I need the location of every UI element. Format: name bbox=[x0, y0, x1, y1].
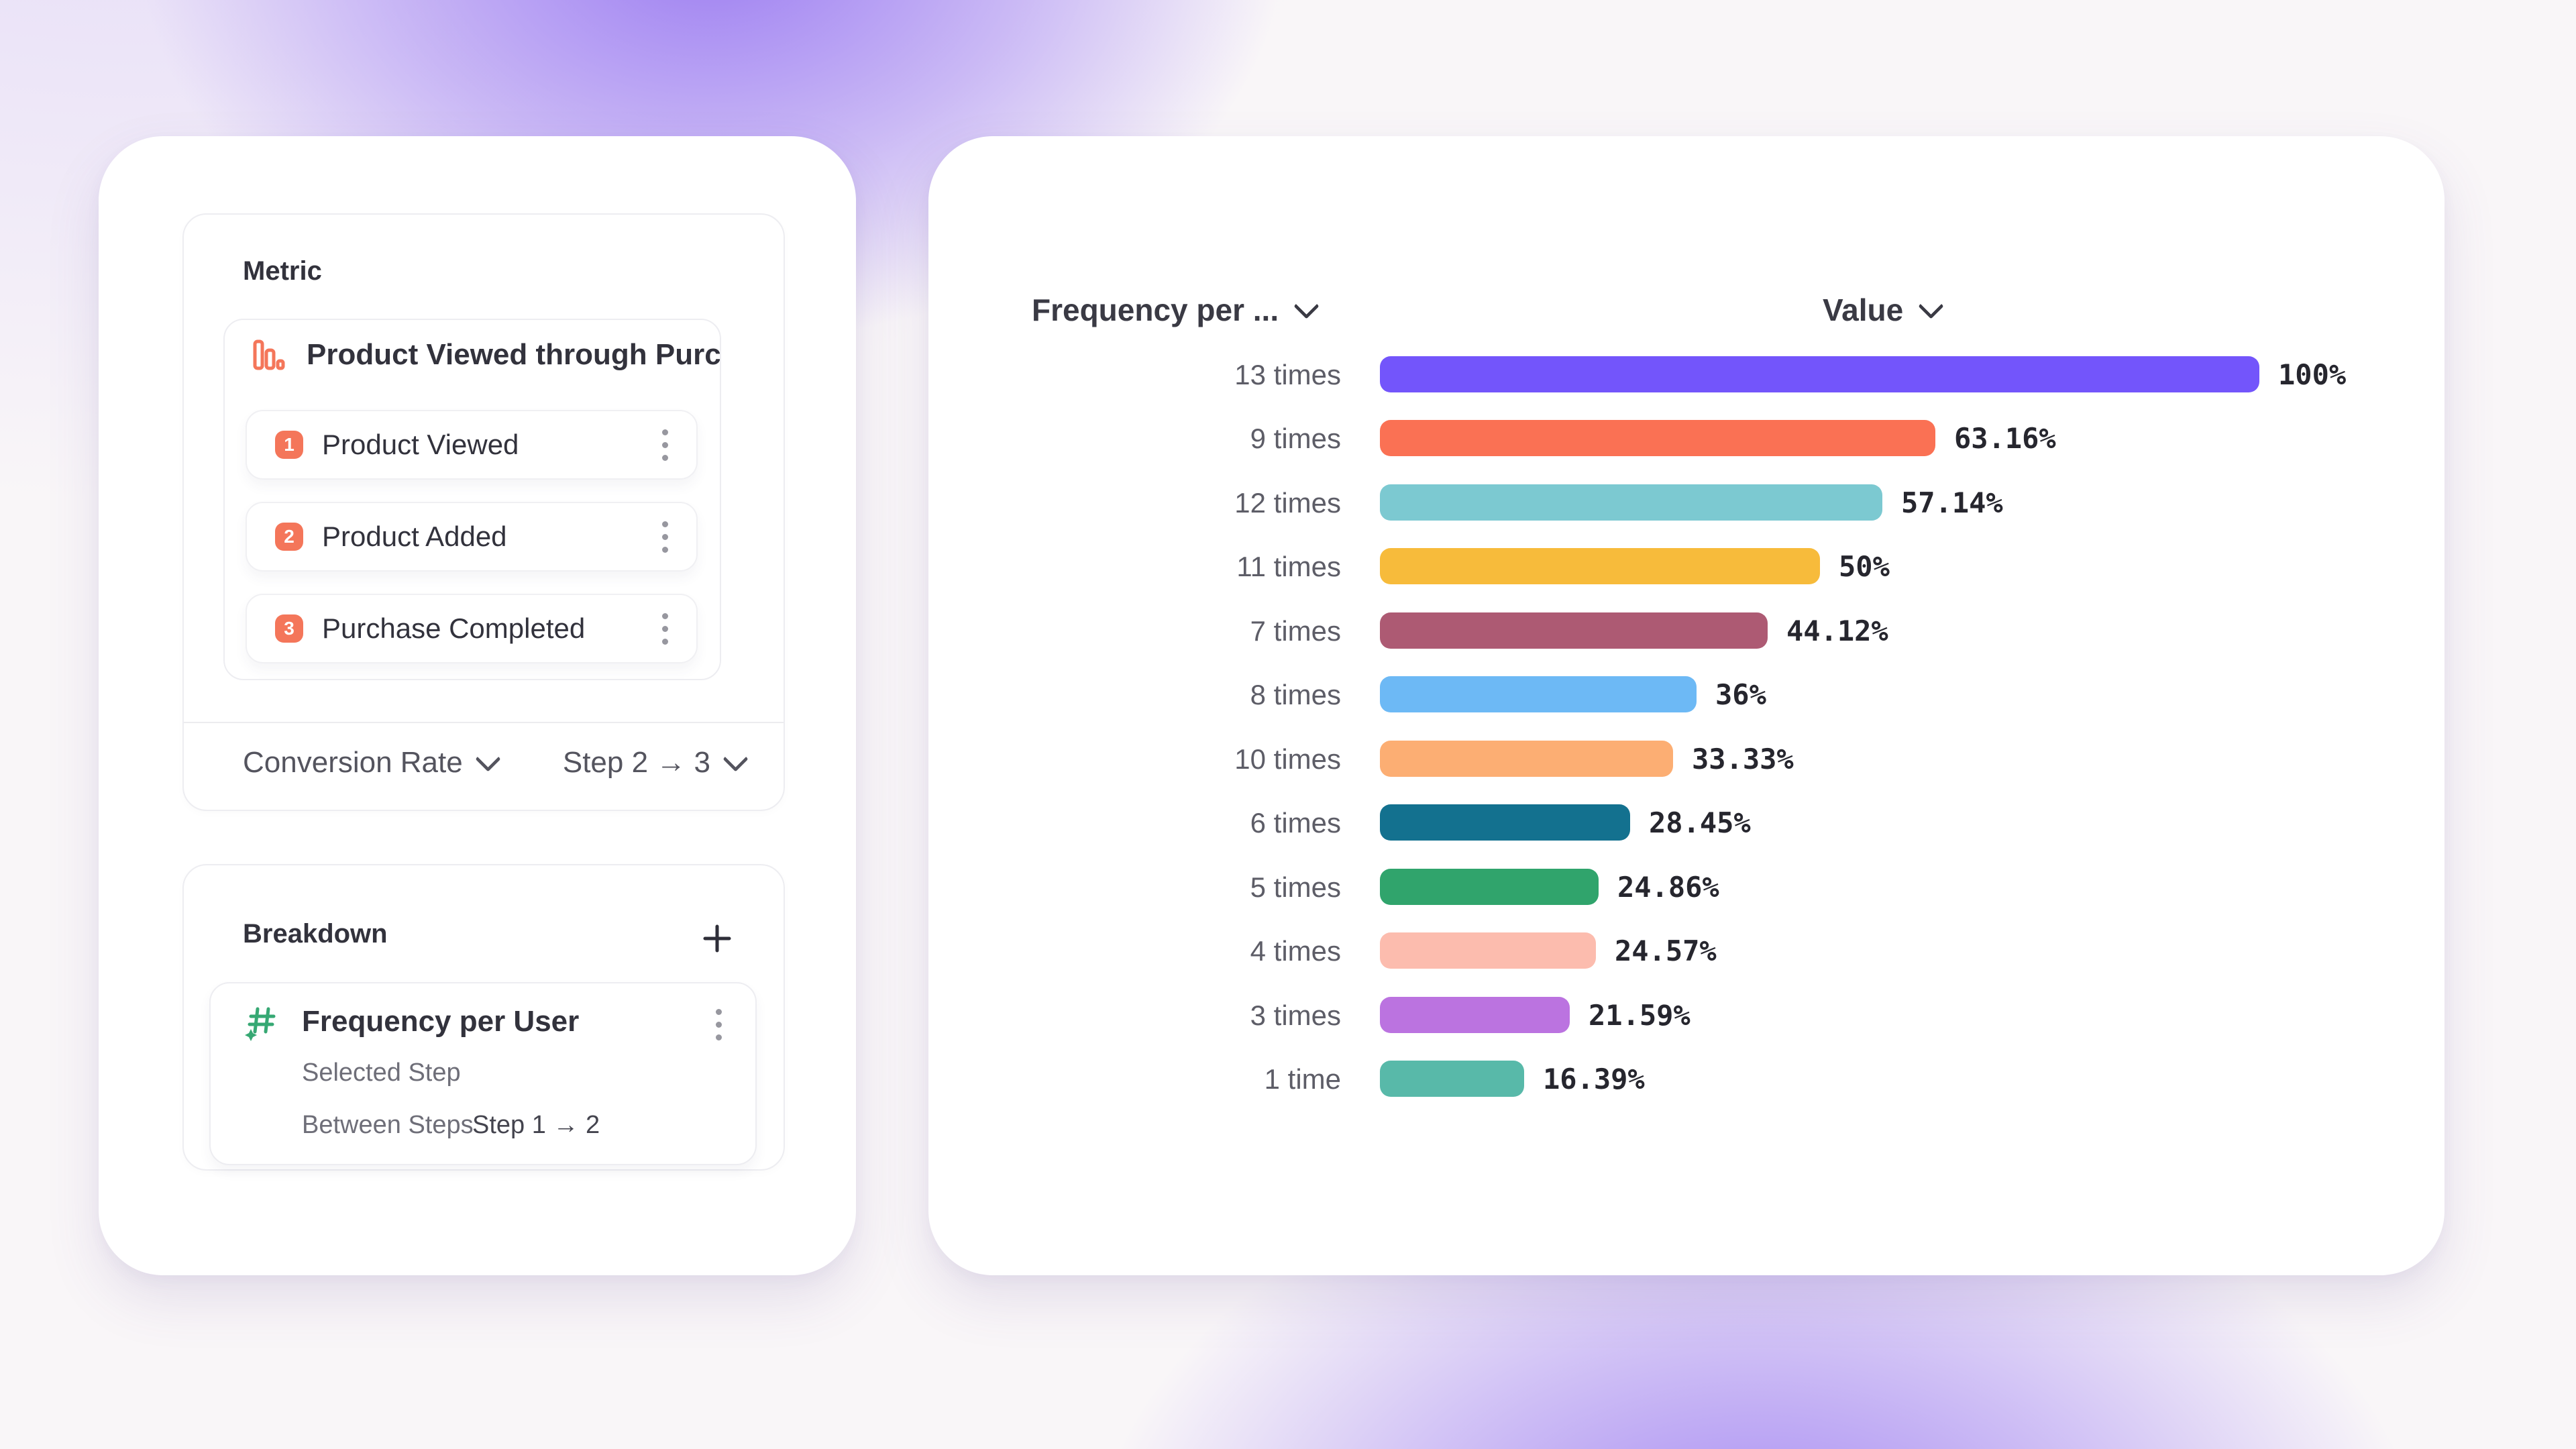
funnel-metric-box: Product Viewed through Purch... 1 Produc… bbox=[223, 319, 721, 680]
query-builder-panel: Metric Product Viewed through Purch... 1… bbox=[99, 136, 856, 1275]
bar[interactable] bbox=[1380, 932, 1596, 969]
funnel-step-row-1[interactable]: 1 Product Viewed bbox=[246, 410, 698, 480]
step-number-badge: 2 bbox=[275, 523, 303, 551]
selected-step-label: Selected Step bbox=[302, 1059, 461, 1087]
bar-category-label: 13 times bbox=[1234, 359, 1341, 390]
bar[interactable] bbox=[1380, 356, 2259, 392]
metric-footer-divider bbox=[184, 722, 784, 723]
bar-category-label: 1 time bbox=[1264, 1063, 1341, 1095]
bar-chart-row: 5 times 24.86% bbox=[928, 869, 2445, 905]
bar-value-label: 50% bbox=[1839, 550, 1890, 583]
bar-value-label: 36% bbox=[1715, 678, 1766, 711]
conversion-rate-dropdown[interactable]: Conversion Rate bbox=[243, 745, 501, 780]
bar-category-label: 9 times bbox=[1250, 423, 1341, 454]
bar[interactable] bbox=[1380, 420, 1935, 456]
bar-category-label: 4 times bbox=[1250, 935, 1341, 967]
value-column-header-dropdown[interactable]: Value bbox=[1823, 292, 1944, 328]
bar-category-label: 12 times bbox=[1234, 487, 1341, 519]
bar-chart-row: 9 times 63.16% bbox=[928, 420, 2445, 456]
chevron-down-icon bbox=[1918, 292, 1944, 319]
bar-value-label: 57.14% bbox=[1901, 486, 2003, 519]
bar-value-label: 21.59% bbox=[1589, 999, 1690, 1032]
metric-section: Metric Product Viewed through Purch... 1… bbox=[182, 213, 785, 811]
bar-value-label: 44.12% bbox=[1786, 614, 1888, 647]
bar[interactable] bbox=[1380, 1061, 1524, 1097]
bar-value-label: 28.45% bbox=[1649, 806, 1751, 839]
bar-value-label: 24.86% bbox=[1617, 871, 1719, 904]
bar-category-label: 6 times bbox=[1250, 807, 1341, 839]
bar-value-label: 33.33% bbox=[1692, 743, 1794, 775]
step-more-menu-icon[interactable] bbox=[658, 425, 672, 465]
step-label: Product Viewed bbox=[322, 429, 519, 460]
step-range-label: Step 2 → 3 bbox=[562, 746, 710, 779]
funnel-step-row-3[interactable]: 3 Purchase Completed bbox=[246, 594, 698, 663]
bar-value-label: 24.57% bbox=[1615, 934, 1717, 967]
plus-icon bbox=[703, 924, 731, 953]
category-column-header-label: Frequency per ... bbox=[1032, 292, 1279, 327]
bar-chart-row: 4 times 24.57% bbox=[928, 932, 2445, 969]
funnel-step-row-2[interactable]: 2 Product Added bbox=[246, 502, 698, 572]
bar-category-label: 11 times bbox=[1236, 551, 1341, 582]
bar[interactable] bbox=[1380, 997, 1570, 1033]
bar-value-label: 63.16% bbox=[1954, 422, 2056, 455]
hash-sparkle-icon bbox=[245, 1007, 276, 1041]
value-column-header-label: Value bbox=[1823, 292, 1904, 327]
breakdown-item-frequency-per-user[interactable]: Frequency per User Selected Step Between… bbox=[209, 982, 757, 1165]
bar-chart-row: 6 times 28.45% bbox=[928, 804, 2445, 841]
bar-category-label: 8 times bbox=[1250, 679, 1341, 710]
bar[interactable] bbox=[1380, 676, 1697, 712]
bar[interactable] bbox=[1380, 741, 1673, 777]
breakdown-item-name: Frequency per User bbox=[302, 1005, 580, 1038]
step-number-badge: 1 bbox=[275, 431, 303, 459]
bar-chart-row: 11 times 50% bbox=[928, 548, 2445, 584]
between-steps-label: Between Steps bbox=[302, 1111, 474, 1139]
step-label: Product Added bbox=[322, 521, 507, 552]
chart-panel: Frequency per ... Value 13 times 100% 9 … bbox=[928, 136, 2445, 1275]
add-breakdown-button[interactable] bbox=[699, 920, 735, 957]
chevron-down-icon bbox=[1293, 292, 1320, 319]
category-column-header-dropdown[interactable]: Frequency per ... bbox=[1032, 292, 1320, 328]
bar-value-label: 100% bbox=[2278, 358, 2347, 391]
step-number-badge: 3 bbox=[275, 614, 303, 643]
bar-category-label: 7 times bbox=[1250, 615, 1341, 647]
bar-chart-row: 7 times 44.12% bbox=[928, 612, 2445, 649]
bar-chart-row: 8 times 36% bbox=[928, 676, 2445, 712]
chevron-down-icon bbox=[475, 745, 501, 772]
bar[interactable] bbox=[1380, 484, 1882, 521]
step-range-dropdown[interactable]: Step 2 → 3 bbox=[562, 745, 749, 780]
between-steps-value[interactable]: Step 1 → 2 bbox=[472, 1111, 600, 1139]
bar-chart-row: 3 times 21.59% bbox=[928, 997, 2445, 1033]
bar-category-label: 5 times bbox=[1250, 871, 1341, 903]
bar-chart-row: 13 times 100% bbox=[928, 356, 2445, 392]
bar-category-label: 3 times bbox=[1250, 1000, 1341, 1031]
bar-category-label: 10 times bbox=[1234, 743, 1341, 775]
step-label: Purchase Completed bbox=[322, 612, 586, 644]
funnel-metric-name: Product Viewed through Purch... bbox=[307, 338, 721, 371]
breakdown-section-title: Breakdown bbox=[243, 919, 388, 949]
bar-chart-row: 1 time 16.39% bbox=[928, 1061, 2445, 1097]
step-more-menu-icon[interactable] bbox=[658, 609, 672, 649]
funnel-chart-icon bbox=[253, 339, 285, 370]
bar-chart-row: 12 times 57.14% bbox=[928, 484, 2445, 521]
step-more-menu-icon[interactable] bbox=[658, 517, 672, 557]
chevron-down-icon bbox=[722, 745, 749, 772]
bar-chart-row: 10 times 33.33% bbox=[928, 741, 2445, 777]
bar[interactable] bbox=[1380, 548, 1820, 584]
bar[interactable] bbox=[1380, 869, 1599, 905]
breakdown-section: Breakdown Frequency per User Selected St… bbox=[182, 864, 785, 1171]
metric-footer: Conversion Rate Step 2 → 3 bbox=[243, 745, 749, 780]
conversion-rate-label: Conversion Rate bbox=[243, 746, 463, 779]
bar-value-label: 16.39% bbox=[1543, 1063, 1645, 1095]
metric-section-title: Metric bbox=[243, 256, 322, 286]
bar[interactable] bbox=[1380, 612, 1768, 649]
bar[interactable] bbox=[1380, 804, 1630, 841]
breakdown-more-menu-icon[interactable] bbox=[712, 1005, 726, 1044]
funnel-metric-header[interactable]: Product Viewed through Purch... bbox=[225, 320, 720, 390]
